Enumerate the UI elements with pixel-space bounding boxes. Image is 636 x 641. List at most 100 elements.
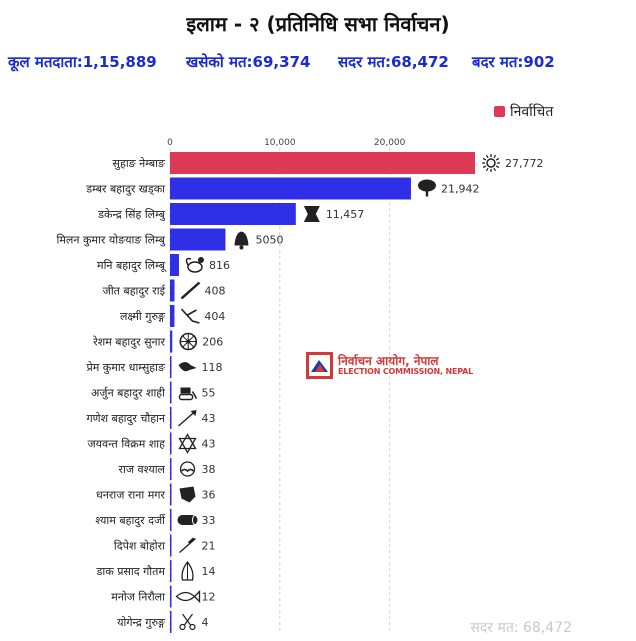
bar-row: प्रेम कुमार धाम्सुहाङ 118 [86,356,223,378]
footer-valid-votes: सदर मत: 68,472 [470,620,572,636]
bar [170,560,172,582]
election-commission-logo-icon [306,352,333,379]
sun-icon [482,154,500,172]
watermark-english-text: ELECTION COMMISSION, NEPAL [338,366,474,376]
value-label: 21 [202,540,216,553]
bar-row: मिलन कुमार योङयाङ लिम्बु 5050 [57,228,283,251]
tree-icon [417,179,436,197]
bar [170,407,172,429]
legend-swatch-elected [494,106,505,117]
bar [170,509,172,531]
value-label: 27,772 [505,157,544,170]
x-tick-label: 10,000 [264,138,296,148]
chart-legend: निर्वाचित [494,102,553,121]
category-label: श्याम बहादुर दर्जी [95,514,166,528]
watermark-nepali-text: निर्वाचन आयोग, नेपाल [338,353,439,368]
bar-row: डम्बर बहादुर खड्का 21,942 [85,177,480,200]
bar-row: लक्ष्मी गुरुङ्ग 404 [120,305,225,327]
category-label: मिलन कुमार योङयाङ लिम्बु [57,234,166,247]
bar-row: राज वश्याल 38 [119,458,216,480]
total-voters-stat: कूल मतदाता:1,15,889 [8,53,157,71]
bar [170,534,172,557]
valid-votes-stat: सदर मत:68,472 [338,53,449,71]
x-tick-label: 20,000 [374,138,406,148]
category-label: रेशम बहादुर सुनार [93,336,166,350]
bar [170,458,172,480]
category-label: मनि बहादुर लिम्बू [97,259,167,273]
log-icon [177,514,199,526]
bar [170,152,475,174]
category-label: दिपेश बोहोरा [114,540,165,553]
bar [170,254,179,276]
fish-icon [175,589,201,604]
bar-row: योगेन्द्र गुरुङ्ग 4 [117,611,209,633]
bar-row: मनि बहादुर लिम्बू 816 [97,254,230,276]
fist-icon [179,486,196,503]
bar-row: अर्जुन बहादुर शाही 55 [91,381,216,404]
value-label: 43 [202,412,216,425]
bar-row: रेशम बहादुर सुनार 206 [93,330,223,353]
bar [170,381,172,404]
value-label: 55 [202,387,216,400]
bar-row: मनोज निरौला 12 [111,585,216,608]
bar-row: गणेश बहादुर चौहान 43 [86,407,216,429]
bar [170,611,172,633]
folded-hands-icon [181,560,194,581]
invalid-votes-stat: बदर मत:902 [472,53,555,71]
value-label: 404 [204,310,225,323]
rooster-icon [185,257,204,273]
x-tick-label: 0 [167,138,173,148]
pen-icon [180,281,201,300]
category-label: सुहाङ नेम्बाङ [113,157,166,170]
category-label: डकेन्द्र सिंह लिम्बु [97,208,166,221]
wheel-icon [179,332,198,351]
bell-icon [234,231,249,250]
chart-title: इलाम - २ (प्रतिनिधि सभा निर्वाचन) [186,12,450,36]
value-label: 38 [202,463,216,476]
bar [170,305,175,327]
bar [170,279,175,302]
bar [170,203,296,225]
value-label: 11,457 [326,208,365,221]
bird-icon [178,362,197,372]
votes-cast-stat: खसेको मत:69,374 [186,53,311,71]
category-label: मनोज निरौला [111,591,165,604]
category-label: जीत बहादुर राई [103,285,166,299]
bar [170,483,172,506]
election-commission-watermark: निर्वाचन आयोग, नेपाल ELECTION COMMISSION… [306,352,473,379]
value-label: 5050 [255,234,283,247]
category-label: धनराज राना मगर [96,489,165,502]
category-label: जयवन्त विक्रम शाह [88,438,166,451]
bar [170,330,173,353]
value-label: 43 [202,438,216,451]
value-label: 36 [202,489,216,502]
plough-icon [180,308,200,324]
value-label: 21,942 [441,183,480,196]
category-label: अर्जुन बहादुर शाही [91,387,165,401]
value-label: 33 [202,514,216,527]
bar [170,585,172,608]
bar [170,356,172,378]
category-label: योगेन्द्र गुरुङ्ग [117,616,166,629]
bulldozer-icon [178,387,198,401]
category-label: डम्बर बहादुर खड्का [85,183,165,197]
bar-row: दिपेश बोहोरा 21 [114,534,216,557]
category-label: लक्ष्मी गुरुङ्ग [120,310,166,323]
bar [170,228,226,251]
bar-row: सुहाङ नेम्बाङ 27,772 [113,152,544,174]
value-label: 4 [202,616,209,629]
bar [170,432,172,455]
category-label: प्रेम कुमार धाम्सुहाङ [86,361,166,374]
value-label: 206 [202,336,223,349]
star-of-david-icon [178,433,197,454]
bar-row: जयवन्त विक्रम शाह 43 [88,432,216,455]
bar-row: डाक प्रसाद गौतम 14 [96,560,216,582]
mustache-face-icon [179,461,196,477]
bar-row: डकेन्द्र सिंह लिम्बु 11,457 [97,203,364,225]
value-label: 12 [202,591,216,604]
category-label: गणेश बहादुर चौहान [86,412,165,426]
bar [170,177,411,200]
legend-label-elected: निर्वाचित [510,104,554,120]
screwdriver-icon [179,537,196,554]
